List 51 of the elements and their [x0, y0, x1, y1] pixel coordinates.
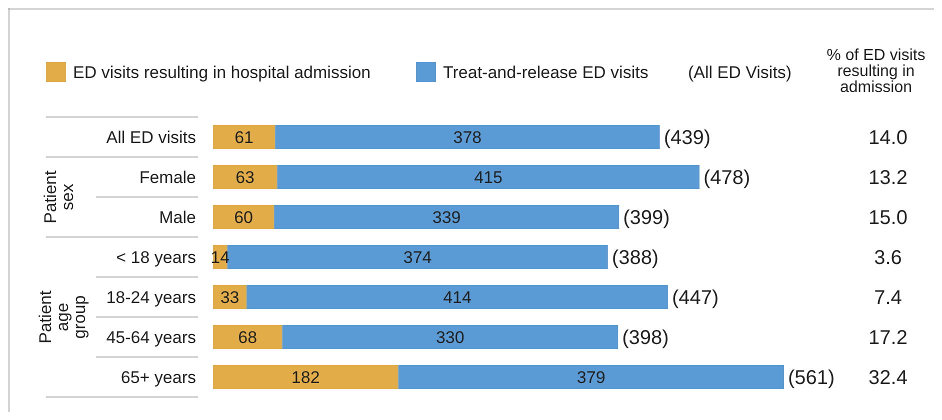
total-label: (447) — [672, 287, 719, 309]
text: 3.6 — [874, 247, 902, 269]
bar — [398, 365, 784, 389]
text: 13.2 — [868, 167, 908, 189]
legend-label: Treat-and-release ED visits — [443, 63, 648, 82]
text: 32.4 — [868, 367, 908, 389]
data-label: 339 — [432, 208, 461, 227]
y-tick-label: Female — [139, 168, 196, 187]
bar — [213, 165, 278, 189]
total-label: (439) — [664, 127, 711, 149]
y-tick-label: < 18 years — [116, 248, 196, 267]
data-label: 330 — [436, 328, 464, 347]
text: (All ED Visits) — [688, 63, 792, 82]
data-label: 378 — [453, 128, 482, 147]
data-label: 33 — [220, 288, 240, 307]
y-tick-label: All ED visits — [106, 128, 196, 147]
y-tick-label: Male — [159, 208, 196, 227]
bar — [213, 205, 274, 229]
data-label: 415 — [474, 168, 503, 187]
y-tick-label: 45-64 years — [106, 328, 196, 347]
total-label: (399) — [623, 207, 670, 229]
bar — [275, 125, 660, 149]
data-label: 68 — [238, 328, 258, 347]
text: Patient age group — [36, 290, 89, 344]
data-label: 414 — [443, 288, 472, 307]
bar — [282, 325, 618, 349]
bar — [246, 285, 668, 309]
legend-label: ED visits resulting in hospital admission — [73, 63, 371, 82]
bar — [274, 205, 620, 229]
data-label: 182 — [291, 368, 320, 387]
data-label: 63 — [236, 168, 255, 187]
y-tick-label: 18-24 years — [106, 288, 196, 307]
bar — [213, 125, 276, 149]
text: 7.4 — [874, 287, 902, 309]
text: 15.0 — [868, 207, 908, 229]
bar — [213, 325, 282, 349]
data-label: 379 — [576, 368, 606, 387]
data-label: 60 — [234, 208, 253, 227]
text: Patient sex — [41, 170, 77, 224]
total-label: (388) — [612, 247, 659, 269]
data-label: 61 — [234, 128, 254, 147]
total-label: (478) — [704, 167, 750, 189]
bar — [277, 165, 700, 189]
text: % of ED visits resulting in admission — [826, 47, 926, 96]
text: 14.0 — [868, 127, 908, 149]
text: 17.2 — [868, 327, 908, 349]
y-tick-label: 65+ years — [120, 368, 196, 387]
bar — [213, 365, 398, 389]
data-label: 374 — [403, 248, 432, 267]
total-label: (561) — [788, 367, 835, 389]
total-label: (398) — [622, 327, 669, 349]
